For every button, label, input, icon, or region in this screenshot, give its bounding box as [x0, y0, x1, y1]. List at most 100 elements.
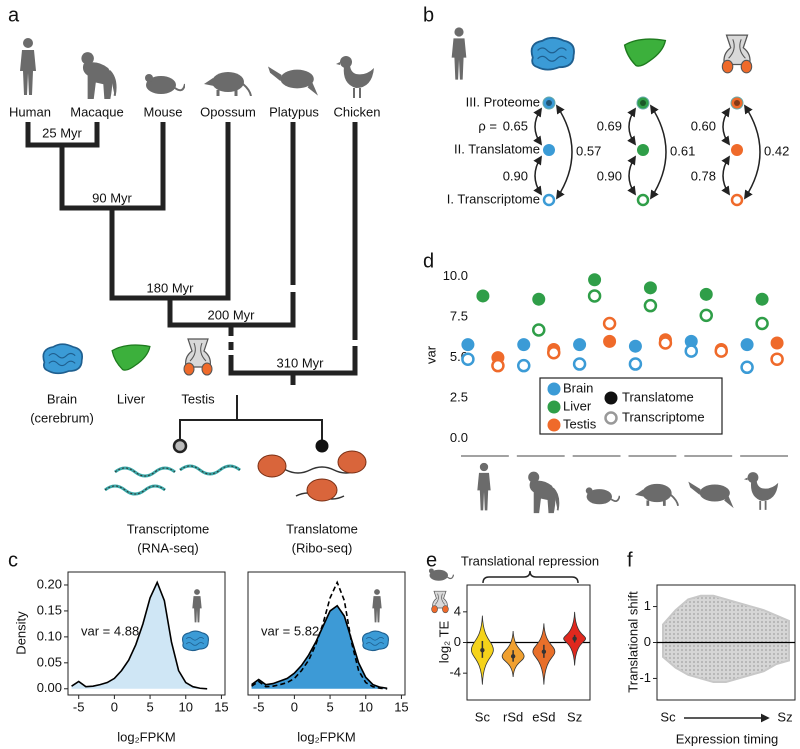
point [643, 298, 658, 313]
x-tick-label: 0 [111, 699, 118, 714]
proteome-node [730, 96, 744, 110]
correlation-value: 0.42 [764, 143, 789, 158]
legend-swatch [547, 418, 561, 432]
point [587, 289, 602, 303]
correlation-value: 0.90 [597, 168, 622, 183]
y-axis-label: var [423, 345, 438, 364]
level-label: I. Transcriptome [447, 191, 540, 206]
species-label: Platypus [269, 104, 319, 119]
level-label: III. Proteome [466, 94, 540, 109]
correlation-value: 0.90 [503, 168, 528, 183]
x-tick-label: Sz [567, 709, 582, 724]
point [643, 281, 657, 295]
median [480, 647, 485, 653]
proteome-node [636, 96, 650, 110]
tree-branches [25, 122, 358, 385]
point [588, 273, 602, 287]
panel-label: d [423, 250, 434, 272]
point [699, 308, 713, 323]
x-tick-label: 5 [146, 699, 153, 714]
arrow [721, 155, 730, 196]
method-branch [172, 395, 329, 454]
point-cloud [662, 594, 790, 684]
y-tick-label: 0.15 [37, 602, 62, 617]
density-line [251, 580, 388, 690]
plot-frame [67, 571, 226, 696]
point [491, 358, 505, 373]
tissue-label: Liver [117, 391, 146, 406]
x-tick-label: 10 [179, 699, 193, 714]
panel-label: a [8, 4, 20, 26]
arrow [533, 107, 543, 146]
proteome-core [546, 100, 552, 106]
method-assay: (RNA-seq) [137, 540, 198, 555]
annotation: var = 4.88 [81, 623, 139, 638]
point [461, 338, 475, 352]
point [517, 358, 531, 373]
legend-box [539, 377, 723, 435]
translatome-node [731, 144, 743, 156]
y-axis-label: log₂ TE [436, 620, 451, 663]
level-label: II. Translatome [454, 141, 540, 156]
arrow [721, 107, 731, 146]
point [628, 339, 642, 353]
method-labels: Transcriptome (RNA-seq) Translatome (Rib… [127, 521, 358, 555]
species-label: Human [9, 104, 51, 119]
tissue-label: Testis [181, 391, 215, 406]
proteome-node [542, 96, 556, 110]
point [573, 338, 587, 352]
point [476, 289, 490, 303]
x-end-label: Sz [777, 709, 792, 724]
point [740, 360, 754, 375]
point [714, 344, 728, 358]
translatome-node [637, 144, 649, 156]
x-axis-label: Expression timing [676, 731, 779, 746]
y-tick-label: 1 [644, 598, 651, 613]
x-axis-label: log₂FPKM [297, 729, 356, 744]
x-tick-label: 10 [359, 699, 373, 714]
legend-swatch [604, 411, 618, 425]
divergence-labels: 25 Myr 90 Myr 180 Myr 200 Myr 310 Myr [42, 125, 324, 370]
arrow [627, 155, 636, 196]
correlation-value: 0.65 [503, 118, 528, 133]
x-tick-label: 15 [214, 699, 228, 714]
panel-label: f [627, 549, 633, 571]
x-tick-label: rSd [503, 709, 523, 724]
point [658, 336, 673, 350]
method-label: Transcriptome [127, 521, 210, 536]
arrow [627, 107, 637, 146]
y-tick-label: 0.05 [37, 654, 62, 669]
legend-label: Brain [563, 380, 593, 395]
tissue-labels: Brain (cerebrum) Liver Testis [30, 391, 215, 425]
point [602, 316, 617, 331]
x-tick-label: Sc [475, 709, 491, 724]
density-line [71, 580, 208, 690]
y-axis-label: Translational shift [625, 591, 640, 693]
y-tick-label: 0 [454, 634, 461, 649]
point [532, 323, 546, 337]
arrow [744, 104, 761, 200]
method-label: Translatome [286, 521, 358, 536]
divergence-label: 90 Myr [92, 190, 132, 205]
ribosome-illustration [257, 450, 367, 502]
point [461, 352, 475, 366]
annotation: var = 5.82 [261, 623, 319, 638]
species-icons [20, 38, 375, 99]
y-tick-label: 0.0 [450, 430, 468, 445]
panel-label: b [423, 4, 434, 26]
divergence-label: 200 Myr [208, 307, 256, 322]
legend-label: Transcriptome [622, 409, 705, 424]
point [755, 292, 769, 306]
x-tick-label: 5 [326, 699, 333, 714]
arrow [533, 155, 542, 196]
translatome-node [543, 144, 555, 156]
chart-title: Translational repression [461, 553, 599, 568]
point [770, 352, 784, 366]
median [541, 649, 547, 654]
legend-label: Liver [563, 398, 592, 413]
point [628, 357, 643, 371]
y-axis-label: Density [13, 611, 28, 655]
y-tick-label: 0 [644, 634, 651, 649]
y-tick-label: 0.00 [37, 680, 62, 695]
